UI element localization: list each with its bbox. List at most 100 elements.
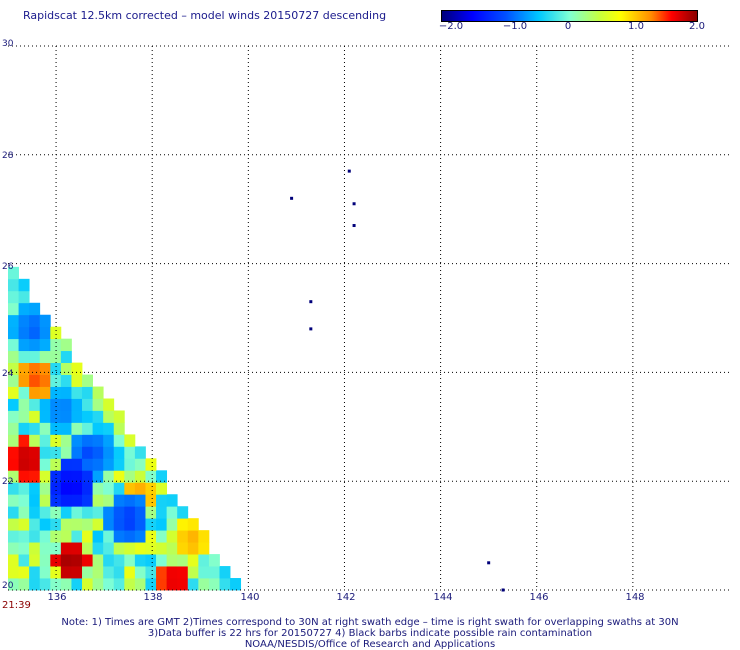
- swath-cell: [50, 362, 62, 375]
- swath-cell: [29, 518, 41, 531]
- swath-cell: [145, 554, 157, 567]
- swath-cell: [39, 350, 51, 364]
- swath-cell: [29, 338, 41, 352]
- swath-cell: [8, 290, 19, 304]
- swath-cell: [166, 542, 178, 555]
- swath-cell: [18, 302, 30, 316]
- swath-cell: [92, 566, 104, 579]
- swath-cell: [8, 470, 19, 483]
- swath-cell: [18, 458, 30, 471]
- lat-label: 20: [2, 581, 14, 591]
- swath-cell: [166, 506, 178, 519]
- swath-cell: [219, 566, 231, 579]
- swath-cell: [8, 542, 19, 555]
- swath-cell: [18, 422, 30, 435]
- swath-cell: [8, 278, 19, 292]
- swath-cell: [60, 530, 72, 543]
- swath-cell: [50, 518, 62, 531]
- swath-cell: [29, 470, 41, 483]
- swath-cell: [18, 386, 30, 399]
- swath-cell: [124, 554, 136, 567]
- swath-cell: [177, 530, 189, 543]
- swath-cell: [8, 434, 19, 447]
- swath-cell: [156, 566, 168, 579]
- swath-cell: [124, 494, 136, 507]
- lat-label: 24: [2, 369, 14, 379]
- swath-cell: [39, 374, 51, 387]
- swath-cell: [39, 434, 51, 447]
- swath-cell: [187, 554, 199, 567]
- swath-cell: [82, 578, 93, 591]
- swath-cell: [29, 410, 41, 423]
- swath-cell: [124, 578, 136, 591]
- swath-cell: [113, 530, 125, 543]
- swath-cell: [29, 566, 41, 579]
- swath-cell: [82, 566, 93, 579]
- swath-cell: [29, 422, 41, 435]
- swath-cell: [92, 518, 104, 531]
- swath-cell: [29, 398, 41, 411]
- island-point: [487, 561, 491, 565]
- swath-cell: [29, 554, 41, 567]
- swath-cell: [113, 578, 125, 591]
- swath-cell: [124, 470, 136, 483]
- swath-cell: [18, 482, 30, 495]
- swath-cell: [50, 398, 62, 411]
- swath-cell: [50, 422, 62, 435]
- island-point: [347, 169, 351, 173]
- swath-cell: [166, 494, 178, 507]
- swath-cell: [103, 434, 115, 447]
- island-point: [290, 196, 294, 200]
- swath-cell: [198, 542, 210, 555]
- swath-cell: [8, 266, 19, 280]
- swath-cell: [82, 494, 93, 507]
- swath-cell: [113, 506, 125, 519]
- swath-cell: [145, 578, 157, 591]
- swath-cell: [60, 446, 72, 459]
- swath-cell: [8, 386, 19, 399]
- swath-cell: [113, 458, 125, 471]
- swath-cell: [8, 398, 19, 411]
- swath-cell: [50, 470, 62, 483]
- colorbar: [441, 10, 698, 22]
- swath-cell: [187, 530, 199, 543]
- swath-cell: [18, 278, 30, 292]
- swath-cell: [134, 470, 146, 483]
- swath-cell: [92, 398, 104, 411]
- swath-cell: [187, 542, 199, 555]
- swath-cell: [124, 518, 136, 531]
- swath-cell: [39, 482, 51, 495]
- swath-cell: [177, 554, 189, 567]
- swath-cell: [50, 338, 62, 352]
- swath-cell: [103, 422, 115, 435]
- swath-cell: [82, 374, 93, 387]
- swath-cell: [82, 542, 93, 555]
- swath-cell: [71, 506, 83, 519]
- swath-cell: [60, 350, 72, 364]
- swath-cell: [50, 374, 62, 387]
- swath-cell: [71, 578, 83, 591]
- swath-cell: [71, 362, 83, 375]
- swath-cell: [29, 326, 41, 340]
- swath-cell: [82, 386, 93, 399]
- swath-cell: [219, 578, 231, 591]
- swath-cell: [50, 578, 62, 591]
- swath-cell: [60, 506, 72, 519]
- swath-cell: [8, 326, 19, 340]
- swath-cell: [18, 326, 30, 340]
- swath-cell: [60, 398, 72, 411]
- swath-cell: [208, 554, 220, 567]
- swath-cell: [29, 446, 41, 459]
- swath-cell: [166, 566, 178, 579]
- swath-cell: [103, 506, 115, 519]
- lon-label: 148: [625, 592, 645, 603]
- swath-cell: [29, 314, 41, 328]
- swath-cell: [103, 482, 115, 495]
- swath-cell: [113, 470, 125, 483]
- swath-cell: [177, 506, 189, 519]
- swath-cell: [103, 554, 115, 567]
- swath-cell: [113, 482, 125, 495]
- swath-cell: [29, 542, 41, 555]
- swath-cell: [50, 326, 62, 340]
